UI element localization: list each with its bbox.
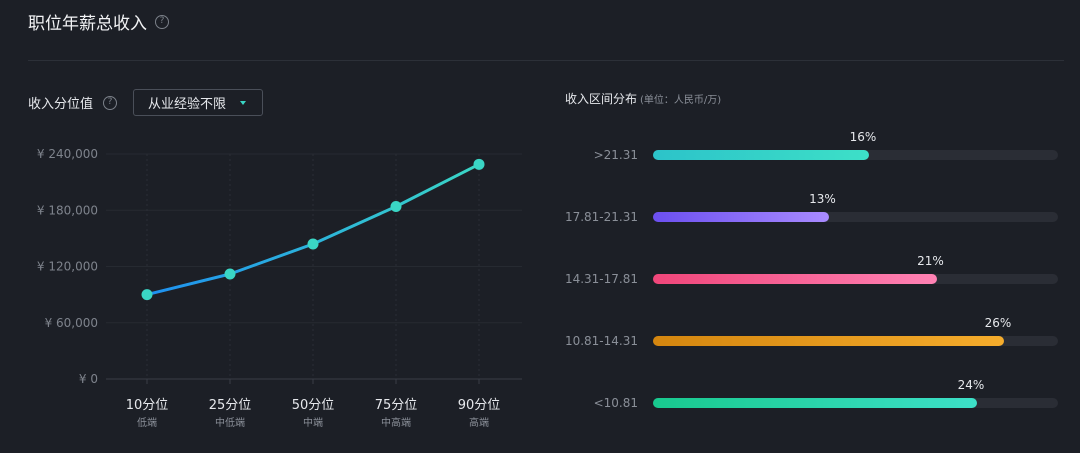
bar-fill[interactable] bbox=[653, 212, 829, 222]
bar-row: <10.81 24% bbox=[540, 370, 1060, 410]
bar-track: 26% bbox=[653, 316, 1058, 346]
x-tick-sublabel: 高端 bbox=[469, 416, 489, 429]
caret-down-icon bbox=[240, 100, 247, 105]
x-tick-sublabel: 中端 bbox=[303, 416, 323, 429]
distribution-unit: (单位：人民币/万) bbox=[640, 95, 722, 106]
bar-track: 13% bbox=[653, 192, 1058, 222]
experience-dropdown[interactable]: 从业经验不限 bbox=[133, 89, 264, 116]
data-point[interactable] bbox=[390, 201, 402, 212]
bar-track: 21% bbox=[653, 254, 1058, 284]
data-point[interactable] bbox=[473, 158, 485, 170]
x-tick-sublabel: 低端 bbox=[137, 416, 157, 429]
bar-fill[interactable] bbox=[653, 398, 977, 408]
percentile-label: 收入分位值 bbox=[28, 97, 94, 112]
percentile-header: 收入分位值 ? 从业经验不限 bbox=[28, 89, 264, 116]
x-tick-label: 25分位 bbox=[209, 398, 252, 413]
bar-category-label: <10.81 bbox=[593, 396, 638, 410]
bar-value-label: 26% bbox=[984, 316, 1012, 330]
bar-value-label: 21% bbox=[917, 254, 944, 268]
question-circle-icon[interactable]: ? bbox=[155, 14, 169, 29]
data-point[interactable] bbox=[307, 238, 319, 250]
x-tick-sublabel: 中高端 bbox=[381, 416, 411, 429]
data-point[interactable] bbox=[224, 268, 236, 280]
bar-track: 16% bbox=[653, 130, 1058, 160]
bar-category-label: 14.31-17.81 bbox=[564, 272, 638, 286]
y-tick-label: ¥ 0 bbox=[79, 372, 98, 386]
bar-fill[interactable] bbox=[653, 150, 869, 160]
bar-row: 10.81-14.31 26% bbox=[540, 308, 1060, 348]
bar-value-label: 13% bbox=[809, 192, 836, 206]
bar-row: 14.31-17.81 21% bbox=[540, 246, 1060, 286]
question-circle-icon[interactable]: ? bbox=[103, 95, 118, 110]
bar-track: 24% bbox=[653, 378, 1058, 408]
bar-category-label: 10.81-14.31 bbox=[564, 334, 638, 348]
x-tick-label: 90分位 bbox=[458, 398, 501, 413]
distribution-title: 收入区间分布 bbox=[565, 92, 638, 106]
x-tick-sublabel: 中低端 bbox=[215, 416, 245, 429]
bar-row: 17.81-21.31 13% bbox=[540, 184, 1060, 224]
bar-fill[interactable] bbox=[653, 274, 937, 284]
bar-row: >21.31 16% bbox=[540, 122, 1060, 162]
y-tick-label: ¥ 60,000 bbox=[45, 316, 98, 330]
y-tick-label: ¥ 120,000 bbox=[37, 260, 98, 274]
y-tick-label: ¥ 180,000 bbox=[37, 203, 98, 217]
x-tick-label: 75分位 bbox=[375, 398, 418, 413]
x-tick-label: 50分位 bbox=[292, 398, 335, 413]
distribution-header: 收入区间分布 (单位：人民币/万) bbox=[565, 90, 721, 107]
data-point[interactable] bbox=[141, 289, 153, 301]
bar-category-label: >21.31 bbox=[593, 148, 638, 162]
section-divider bbox=[28, 60, 1064, 61]
percentile-line-chart: ¥ 0 ¥ 60,000 ¥ 120,000 ¥ 180,000 ¥ 240,000 10… bbox=[37, 147, 522, 429]
bar-value-label: 24% bbox=[957, 378, 985, 392]
experience-dropdown-value: 从业经验不限 bbox=[148, 97, 227, 112]
bar-fill[interactable] bbox=[653, 336, 1004, 346]
page-title: 职位年薪总收入 ? bbox=[28, 9, 169, 34]
bar-category-label: 17.81-21.31 bbox=[564, 210, 638, 224]
x-tick-label: 10分位 bbox=[126, 398, 169, 413]
bar-value-label: 16% bbox=[849, 130, 877, 144]
y-tick-label: ¥ 240,000 bbox=[37, 147, 98, 161]
page-title-text: 职位年薪总收入 bbox=[28, 14, 147, 34]
